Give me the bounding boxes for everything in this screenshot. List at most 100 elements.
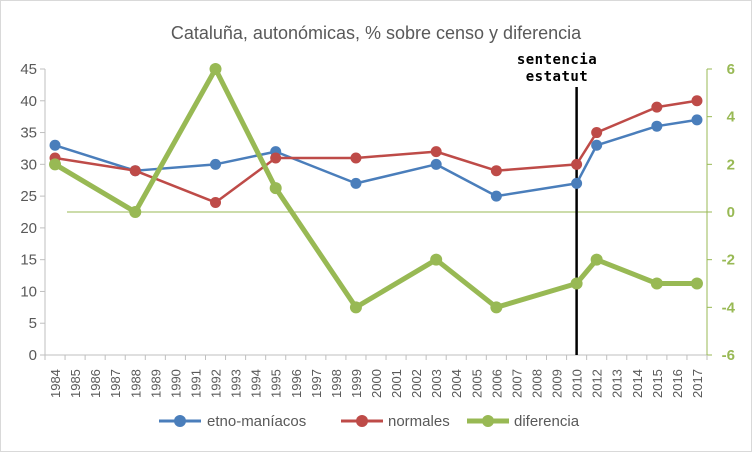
- x-tick-label: 1984: [48, 369, 63, 398]
- sentencia-estatut-annotation: sentencia estatut: [517, 52, 597, 355]
- x-tick-label: 1991: [188, 369, 203, 398]
- x-tick-label: 1998: [329, 369, 344, 398]
- data-point: [350, 177, 362, 189]
- x-tick-label: 1985: [68, 369, 83, 398]
- x-tick-label: 1988: [128, 369, 143, 398]
- x-tick-label: 2005: [469, 369, 484, 398]
- data-point: [269, 182, 282, 195]
- data-point: [129, 165, 141, 177]
- x-tick-label: 1986: [88, 369, 103, 398]
- legend-item-normales: normales: [341, 413, 450, 430]
- x-tick-label: 2000: [369, 369, 384, 398]
- data-point: [349, 301, 362, 314]
- x-tick-label: 1995: [269, 369, 284, 398]
- x-tick-label: 1997: [309, 369, 324, 398]
- x-tick-label: 1999: [349, 369, 364, 398]
- x-tick-label: 2002: [409, 369, 424, 398]
- x-tick-label: 1996: [289, 369, 304, 398]
- x-tick-label: 1993: [229, 369, 244, 398]
- annotation-line-2: estatut: [526, 69, 589, 85]
- data-point: [490, 165, 502, 177]
- x-tick-label: 2004: [449, 369, 464, 398]
- x-tick-label: 1994: [249, 369, 264, 398]
- x-tick-label: 1990: [168, 369, 183, 398]
- series-normales: [49, 95, 703, 208]
- data-point: [590, 253, 603, 266]
- x-tick-label: 2003: [429, 369, 444, 398]
- series-layer: [49, 63, 703, 314]
- data-point: [430, 158, 442, 170]
- left-tick-label: 20: [20, 220, 37, 237]
- x-tick-label: 2012: [590, 369, 605, 398]
- data-point: [691, 114, 703, 126]
- series-diferencia: [49, 63, 703, 314]
- right-tick-label: 2: [727, 156, 735, 173]
- data-point: [650, 277, 663, 290]
- data-point: [49, 158, 62, 171]
- data-point: [210, 158, 222, 170]
- legend-item-etno: etno-maníacos: [159, 413, 306, 430]
- data-point: [490, 301, 503, 314]
- x-tick-label: 1987: [108, 369, 123, 398]
- right-tick-label: 0: [727, 204, 735, 221]
- chart-title: Cataluña, autonómicas, % sobre censo y d…: [171, 23, 582, 43]
- data-point: [591, 139, 603, 151]
- right-tick-label: -2: [722, 252, 735, 269]
- series-line: [53, 66, 697, 310]
- x-tick-label: 2016: [670, 369, 685, 398]
- left-tick-label: 5: [29, 315, 37, 332]
- legend-label-etno: etno-maníacos: [207, 413, 306, 430]
- left-tick-label: 30: [20, 156, 37, 173]
- data-point: [651, 120, 663, 132]
- x-tick-label: 2007: [509, 369, 524, 398]
- right-tick-label: -4: [722, 299, 736, 316]
- data-point: [129, 206, 142, 218]
- x-axis-ticks: 1984 1985 1986 1987 1988 1989 1990 1991 1992 1993…: [44, 355, 708, 398]
- x-tick-label: 2008: [529, 369, 544, 398]
- left-tick-label: 15: [20, 252, 37, 269]
- data-point: [350, 152, 362, 164]
- x-tick-label: 1989: [148, 369, 163, 398]
- data-point: [210, 196, 222, 208]
- x-tick-label: 2013: [610, 369, 625, 398]
- left-tick-label: 10: [20, 283, 37, 300]
- x-tick-label: 2017: [690, 369, 705, 398]
- right-axis-ticks: -6 -4 -2 0 2 4 6: [707, 61, 736, 364]
- legend: etno-maníacos normales diferencia: [159, 413, 580, 430]
- data-point: [651, 101, 663, 113]
- legend-item-diferencia: diferencia: [467, 413, 580, 430]
- data-point: [490, 190, 502, 202]
- data-point: [690, 277, 703, 290]
- right-tick-label: 6: [727, 61, 735, 78]
- data-point: [571, 158, 583, 170]
- annotation-line-1: sentencia: [517, 52, 597, 68]
- x-tick-label: 1992: [209, 369, 224, 398]
- data-point: [591, 127, 603, 139]
- data-point: [270, 152, 282, 164]
- data-point: [209, 63, 222, 75]
- left-tick-label: 40: [20, 93, 37, 110]
- data-point: [430, 146, 442, 158]
- x-tick-label: 2009: [550, 369, 565, 398]
- data-point: [571, 177, 583, 189]
- axes: [44, 69, 708, 356]
- x-tick-label: 2010: [570, 369, 585, 398]
- legend-label-diferencia: diferencia: [514, 413, 580, 430]
- data-point: [691, 95, 703, 107]
- left-axis-ticks: 0 5 10 15 20 25 30 35 40 45: [20, 61, 45, 364]
- data-point: [430, 253, 443, 266]
- left-tick-label: 0: [29, 347, 37, 364]
- x-tick-label: 2006: [489, 369, 504, 398]
- left-tick-label: 35: [20, 125, 37, 142]
- x-tick-label: 2015: [650, 369, 665, 398]
- right-tick-label: 4: [727, 109, 736, 126]
- left-tick-label: 25: [20, 188, 37, 205]
- left-tick-label: 45: [20, 61, 37, 78]
- x-tick-label: 2001: [389, 369, 404, 398]
- data-point: [570, 277, 583, 290]
- x-tick-label: 2014: [630, 369, 645, 398]
- data-point: [49, 139, 61, 151]
- right-tick-label: -6: [722, 347, 735, 364]
